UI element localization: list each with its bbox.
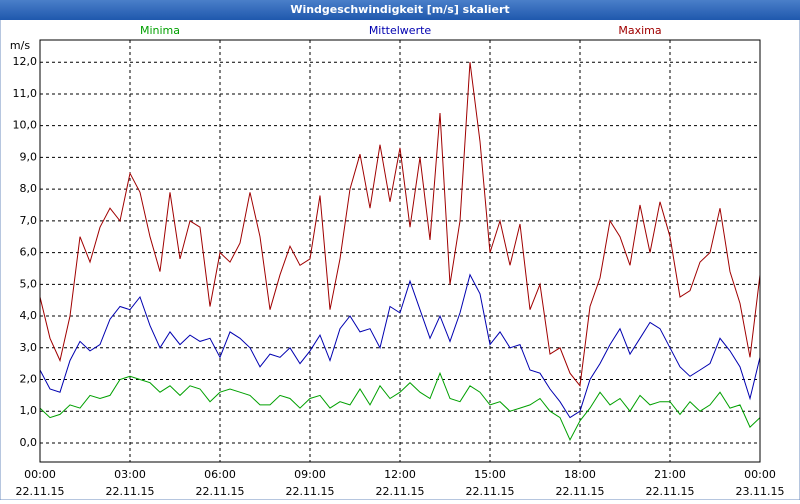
x-tick-label: 12:00 <box>384 468 416 481</box>
y-tick-label: 3,0 <box>20 341 38 354</box>
x-tick-date: 22.11.15 <box>646 485 695 498</box>
x-tick-label: 15:00 <box>474 468 506 481</box>
y-tick-label: 4,0 <box>20 309 38 322</box>
x-tick-label: 09:00 <box>294 468 326 481</box>
y-tick-label: 11,0 <box>13 87 38 100</box>
series-line <box>39 371 761 441</box>
series-line <box>39 273 761 419</box>
legend-label: Mittelwerte <box>369 24 432 37</box>
x-tick-label: 21:00 <box>654 468 686 481</box>
y-tick-label: 2,0 <box>20 373 38 386</box>
legend-label: Maxima <box>618 24 661 37</box>
y-tick-label: 1,0 <box>20 404 38 417</box>
x-tick-label: 18:00 <box>564 468 596 481</box>
x-tick-label: 03:00 <box>114 468 146 481</box>
x-tick-date: 22.11.15 <box>556 485 605 498</box>
x-tick-date: 22.11.15 <box>286 485 335 498</box>
title-bar <box>0 0 800 20</box>
x-tick-label: 06:00 <box>204 468 236 481</box>
y-unit: m/s <box>10 39 30 52</box>
x-tick-date: 22.11.15 <box>16 485 65 498</box>
y-tick-label: 5,0 <box>20 277 38 290</box>
x-tick-date: 22.11.15 <box>376 485 425 498</box>
x-tick-label: 00:00 <box>24 468 56 481</box>
chart-title: Windgeschwindigkeit [m/s] skaliert <box>290 3 509 16</box>
y-tick-label: 12,0 <box>13 55 38 68</box>
y-tick-label: 6,0 <box>20 246 38 259</box>
x-tick-date: 22.11.15 <box>196 485 245 498</box>
x-tick-date: 22.11.15 <box>466 485 515 498</box>
y-tick-label: 8,0 <box>20 182 38 195</box>
x-tick-date: 22.11.15 <box>106 485 155 498</box>
legend-label: Minima <box>140 24 180 37</box>
series-line <box>39 62 761 388</box>
y-tick-label: 0,0 <box>20 436 38 449</box>
plot-border <box>39 39 761 463</box>
x-tick-date: 23.11.15 <box>736 485 785 498</box>
x-tick-label: 00:00 <box>744 468 776 481</box>
y-tick-label: 10,0 <box>13 119 38 132</box>
y-tick-label: 7,0 <box>20 214 38 227</box>
y-tick-label: 9,0 <box>20 150 38 163</box>
